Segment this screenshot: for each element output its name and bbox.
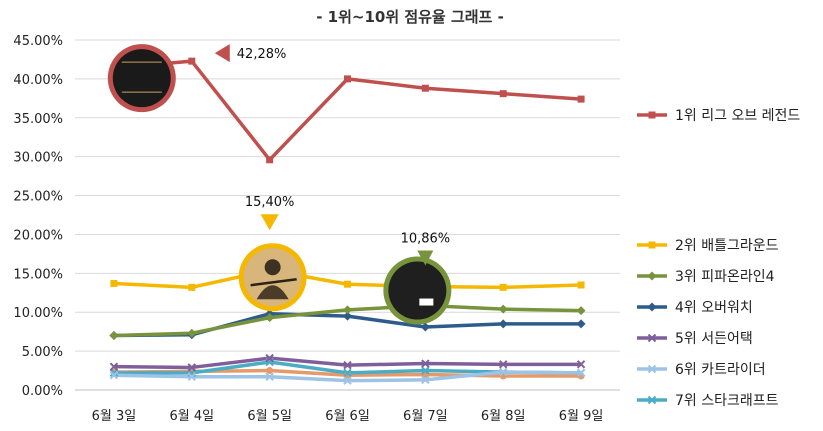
pubg-character-head [264,259,281,276]
data-point [188,283,196,291]
data-point [577,95,585,103]
x-tick-label: 6월 4일 [169,409,214,424]
legend-label: 7위 스타크래프트 [675,393,779,409]
x-tick-label: 6월 9일 [559,409,604,424]
data-point [265,372,274,381]
y-tick-label: 40.00% [13,73,63,88]
data-point [576,319,586,329]
data-point [188,57,196,65]
y-tick-label: 15.00% [13,267,63,282]
data-point [187,372,196,381]
data-point [499,283,507,291]
y-tick-label: 25.00% [13,190,63,205]
data-point [344,75,351,83]
legend-label: 4위 오버워치 [675,300,753,316]
y-axis-ticks: 0.00% 5.00% 10.00% 15.00% 20.00% 25.00% 30.00%… [13,34,63,399]
data-point [265,313,275,323]
data-point [266,156,274,164]
data-point [498,319,508,329]
series-lines [113,59,582,383]
data-point [576,368,586,378]
y-tick-label: 5.00% [22,345,63,360]
data-point [421,84,429,92]
pointer-arrow [214,44,230,63]
y-tick-label: 30.00% [13,151,63,166]
data-point [109,371,119,380]
data-point [110,279,118,287]
legend: 1위 리그 오브 레전드 2위 배틀그라운드 3위 피파온라인4 4위 오버워치 5위 … [637,108,800,409]
data-point [647,364,657,374]
annotation-label: 10,86% [401,232,451,247]
pointer-arrow [260,214,279,231]
data-point [109,368,119,378]
data-point [343,311,352,321]
data-point [344,280,351,288]
data-point [343,360,352,370]
data-point [266,367,274,375]
y-tick-label: 45.00% [13,34,63,49]
data-point [420,322,430,332]
data-point [647,333,657,343]
data-point [265,353,274,363]
y-tick-label: 10.00% [13,306,63,321]
data-point [109,362,119,371]
annotation-callout: 15,40% [238,195,307,312]
x-tick-label: 6월 3일 [92,409,137,424]
annotation-callout: 10,86% [383,232,452,325]
y-tick-label: 20.00% [13,228,63,243]
x-tick-label: 6월 8일 [481,409,526,424]
legend-label: 3위 피파온라인4 [675,269,775,285]
data-point [187,363,196,372]
y-tick-label: 0.00% [22,384,63,399]
x-axis-ticks: 6월 3일 6월 4일 6월 5일 6월 6일 6월 7일 6월 8일 6월 9일 [92,409,604,424]
annotations: 42,28% 15,40% 10,86% [107,44,452,325]
pointer-arrow [417,250,434,266]
data-point [499,90,507,98]
legend-label: 2위 배틀그라운드 [675,238,779,254]
logo-tag [419,298,434,306]
data-point [343,368,352,378]
series-markers [109,57,586,385]
data-point [576,306,586,316]
data-point [647,395,657,405]
x-tick-label: 6월 7일 [403,409,448,424]
data-point [648,241,656,249]
annotation-label: 15,40% [245,195,295,210]
data-point [647,271,657,281]
data-point [187,328,197,338]
data-point [421,366,430,375]
data-point [647,302,657,312]
logo-badge-inner [243,248,302,307]
data-point [576,360,586,369]
x-tick-label: 6월 6일 [325,409,370,424]
y-tick-label: 35.00% [13,112,63,127]
annotation-callout: 42,28% [107,44,287,113]
logo-badge-inner [388,261,447,320]
annotation-label: 42,28% [237,47,287,62]
pubg-rifle [250,277,297,287]
x-tick-label: 6월 5일 [247,409,292,424]
chart-title: - 1위~10위 점유율 그래프 - [316,8,504,26]
logo-badge-inner [112,49,171,108]
data-point [343,376,352,385]
data-point [421,375,430,385]
legend-label: 5위 서든어택 [675,331,753,347]
data-point [498,304,508,314]
data-point [499,367,508,377]
legend-label: 1위 리그 오브 레전드 [675,108,800,124]
data-point [499,360,508,369]
data-point [577,281,585,289]
data-point [648,111,656,119]
data-point [343,305,352,315]
data-point [421,359,430,368]
legend-label: 6위 카트라이더 [675,362,766,378]
pubg-character-body [256,285,289,300]
data-point [109,331,119,341]
